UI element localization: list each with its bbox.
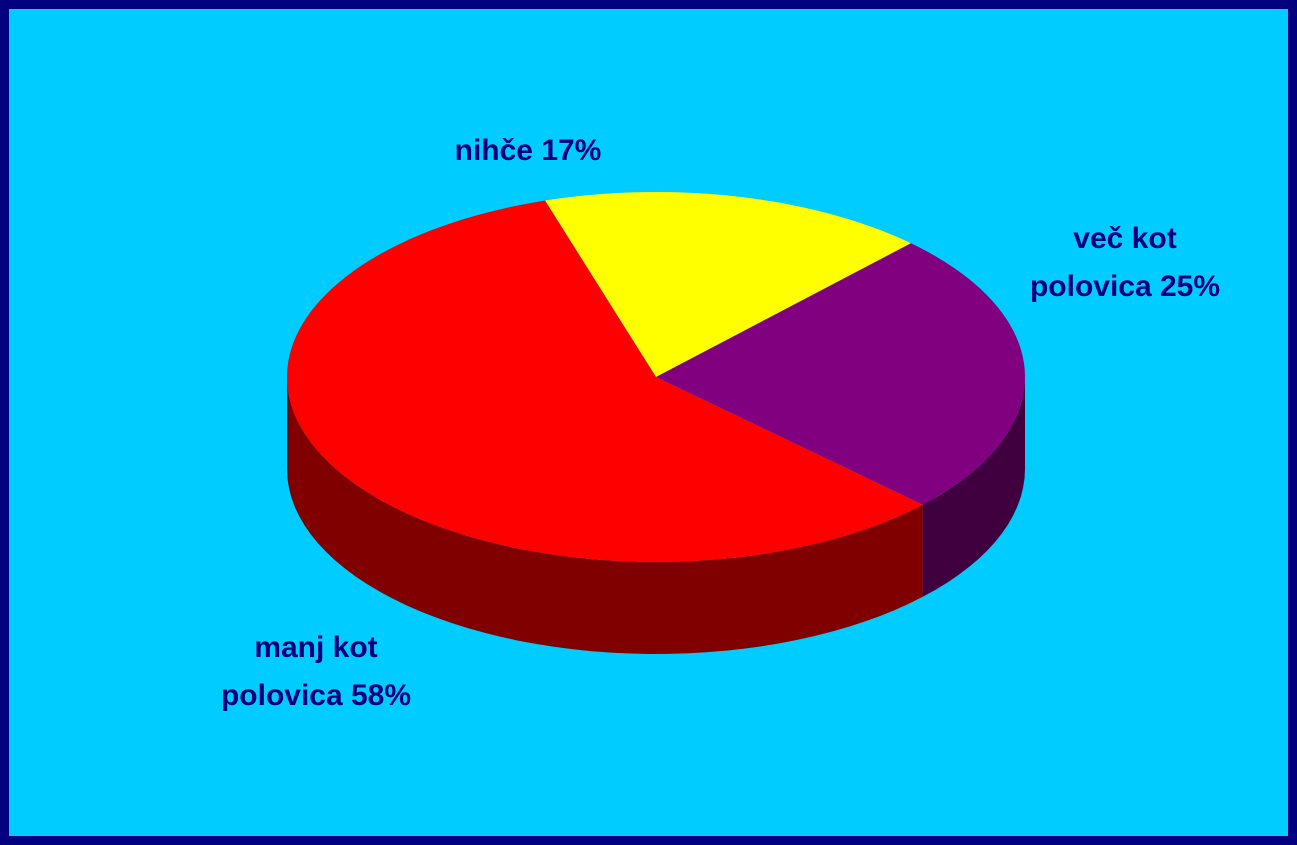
data-label-line: polovica 25% [1030, 270, 1220, 303]
data-label-manj-kot-polovica: manj kot polovica 58% [221, 631, 411, 712]
pie-side-vec-kot-polovica [922, 377, 1025, 597]
pie-sides [287, 377, 1025, 654]
data-label-nice: nihče 17% [455, 134, 602, 167]
pie-side-manj-kot-polovica [287, 377, 923, 654]
data-label-vec-kot-polovica: več kot polovica 25% [1030, 222, 1220, 303]
data-label-line: polovica 58% [221, 679, 411, 712]
pie-labels: nihče 17% več kot polovica 25% manj kot polo… [221, 134, 1220, 712]
pie-slice-manj-kot-polovica [287, 200, 923, 562]
pie-tops [287, 192, 1025, 562]
pie-slice-vec-kot-polovica [656, 243, 1025, 505]
data-label-line: več kot [1073, 222, 1176, 255]
data-label-line: nihče 17% [455, 134, 602, 167]
data-label-line: manj kot [254, 631, 377, 664]
pie-slice-nice [545, 192, 911, 377]
